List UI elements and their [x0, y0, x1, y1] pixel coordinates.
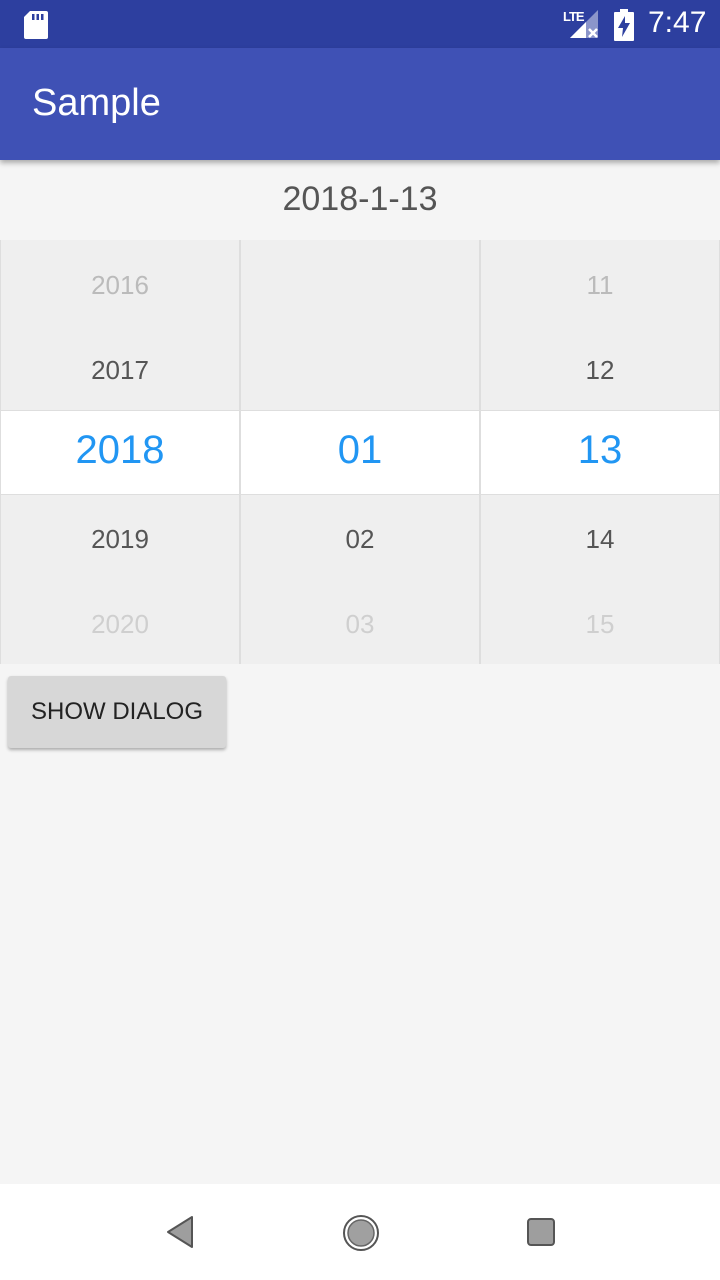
selected-date-text: 2018-1-13 — [282, 180, 438, 218]
year-selected-band — [1, 410, 239, 495]
app-title: Sample — [32, 82, 161, 124]
back-icon[interactable] — [166, 1215, 194, 1249]
year-item[interactable]: 2020 — [91, 609, 149, 639]
month-wheel[interactable]: 01 02 03 — [240, 240, 480, 664]
battery-charging-icon — [614, 9, 634, 41]
month-item[interactable]: 03 — [345, 609, 375, 639]
show-dialog-button[interactable]: SHOW DIALOG — [8, 676, 226, 748]
network-type: LTE — [563, 9, 585, 24]
day-item[interactable]: 12 — [585, 355, 615, 385]
navigation-bar — [0, 1184, 720, 1280]
month-item[interactable]: 02 — [345, 524, 375, 554]
date-picker: 2016 2017 2018 2019 2020 01 02 03 11 12 … — [0, 240, 720, 664]
day-wheel[interactable]: 11 12 13 14 15 — [480, 240, 720, 664]
year-item[interactable]: 2017 — [91, 355, 149, 385]
signal-icon — [570, 10, 598, 38]
day-item[interactable]: 15 — [585, 609, 615, 639]
sd-card-icon — [24, 11, 48, 39]
year-item-selected[interactable]: 2018 — [75, 428, 165, 472]
year-item[interactable]: 2016 — [91, 270, 149, 300]
month-item-selected[interactable]: 01 — [337, 428, 383, 472]
home-icon[interactable] — [342, 1214, 380, 1252]
clock: 7:47 — [648, 6, 707, 39]
app-bar: Sample — [0, 48, 720, 160]
recent-apps-icon[interactable] — [527, 1218, 555, 1246]
day-item[interactable]: 11 — [586, 270, 614, 300]
month-selected-band — [241, 410, 479, 495]
day-selected-band — [481, 410, 719, 495]
year-item[interactable]: 2019 — [91, 524, 149, 554]
status-bar: LTE 7:47 — [0, 0, 720, 48]
day-item-selected[interactable]: 13 — [577, 428, 623, 472]
day-item[interactable]: 14 — [585, 524, 615, 554]
year-wheel[interactable]: 2016 2017 2018 2019 2020 — [0, 240, 240, 664]
